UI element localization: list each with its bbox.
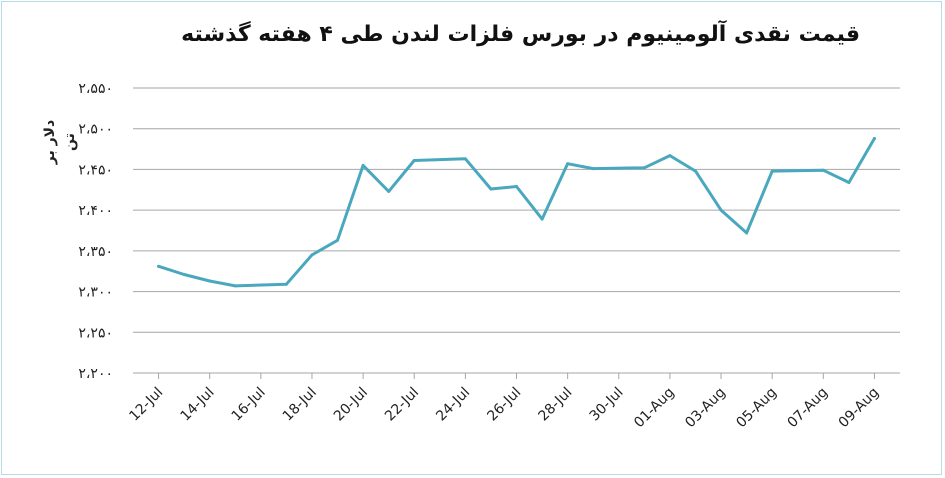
series-line — [157, 137, 876, 288]
x-tick-label: 28-Jul — [535, 385, 575, 425]
data-point — [361, 163, 365, 167]
series-group — [157, 136, 876, 288]
data-point — [387, 189, 391, 193]
x-tick-label: 05-Aug — [733, 385, 780, 432]
data-point — [515, 185, 518, 189]
y-axis-ticks: ۲،۲۰۰ ۲،۲۵۰ ۲،۳۰۰ ۲،۳۵۰ ۲،۴۰۰ ۲،۴۵۰ ۲،۵۰۰ ۲،۵۵۰ — [78, 81, 113, 382]
data-point — [157, 264, 161, 268]
y-tick-label: ۲،۲۵۰ — [78, 325, 113, 341]
data-point — [821, 168, 825, 172]
data-point — [591, 167, 595, 171]
x-tick-label: 20-Jul — [331, 385, 371, 425]
x-tick-label: 24-Jul — [433, 385, 473, 425]
gridlines — [133, 87, 900, 374]
data-point — [693, 169, 697, 173]
x-tick-label: 01-Aug — [631, 385, 678, 432]
y-tick-label: ۲،۲۰۰ — [78, 366, 113, 382]
data-point — [847, 180, 851, 184]
x-tick-label: 26-Jul — [484, 385, 524, 425]
x-tick-label: 07-Aug — [785, 385, 832, 432]
x-axis: 12-Jul 14-Jul 16-Jul 18-Jul 20-Jul 22-Jul 24-J… — [126, 373, 882, 431]
data-point — [412, 158, 416, 162]
data-point — [668, 154, 672, 158]
x-tick-label: 09-Aug — [836, 385, 883, 432]
data-point — [566, 162, 570, 166]
x-tick-label: 30-Jul — [587, 385, 627, 425]
data-point — [336, 238, 340, 242]
data-point — [208, 279, 212, 283]
chart-title: قیمت نقدی آلومینیوم در بورس فلزات لندن ط… — [181, 22, 860, 47]
data-point — [182, 272, 186, 276]
data-point — [719, 208, 723, 212]
y-tick-label: ۲،۵۵۰ — [78, 81, 113, 97]
y-tick-label: ۲،۴۰۰ — [78, 203, 113, 219]
data-point — [770, 169, 774, 173]
x-tick-label: 16-Jul — [229, 385, 269, 425]
data-point — [489, 187, 493, 191]
y-tick-label: ۲،۳۰۰ — [78, 285, 113, 301]
y-tick-label: ۲،۴۵۰ — [78, 162, 113, 178]
data-point — [463, 157, 467, 161]
data-point — [642, 166, 646, 170]
data-point — [540, 217, 544, 221]
x-tick-label: 14-Jul — [178, 385, 218, 425]
x-tick-label: 18-Jul — [280, 385, 320, 425]
y-tick-label: ۲،۳۵۰ — [78, 244, 113, 260]
data-point — [233, 284, 237, 288]
data-point — [745, 231, 749, 235]
x-tick-label: 22-Jul — [382, 385, 422, 425]
y-tick-label: ۲،۵۰۰ — [78, 122, 113, 138]
x-tick-label: 03-Aug — [682, 385, 729, 432]
data-point — [872, 136, 876, 140]
x-tick-label: 12-Jul — [126, 385, 166, 425]
data-point — [310, 253, 314, 257]
data-point — [284, 282, 288, 286]
